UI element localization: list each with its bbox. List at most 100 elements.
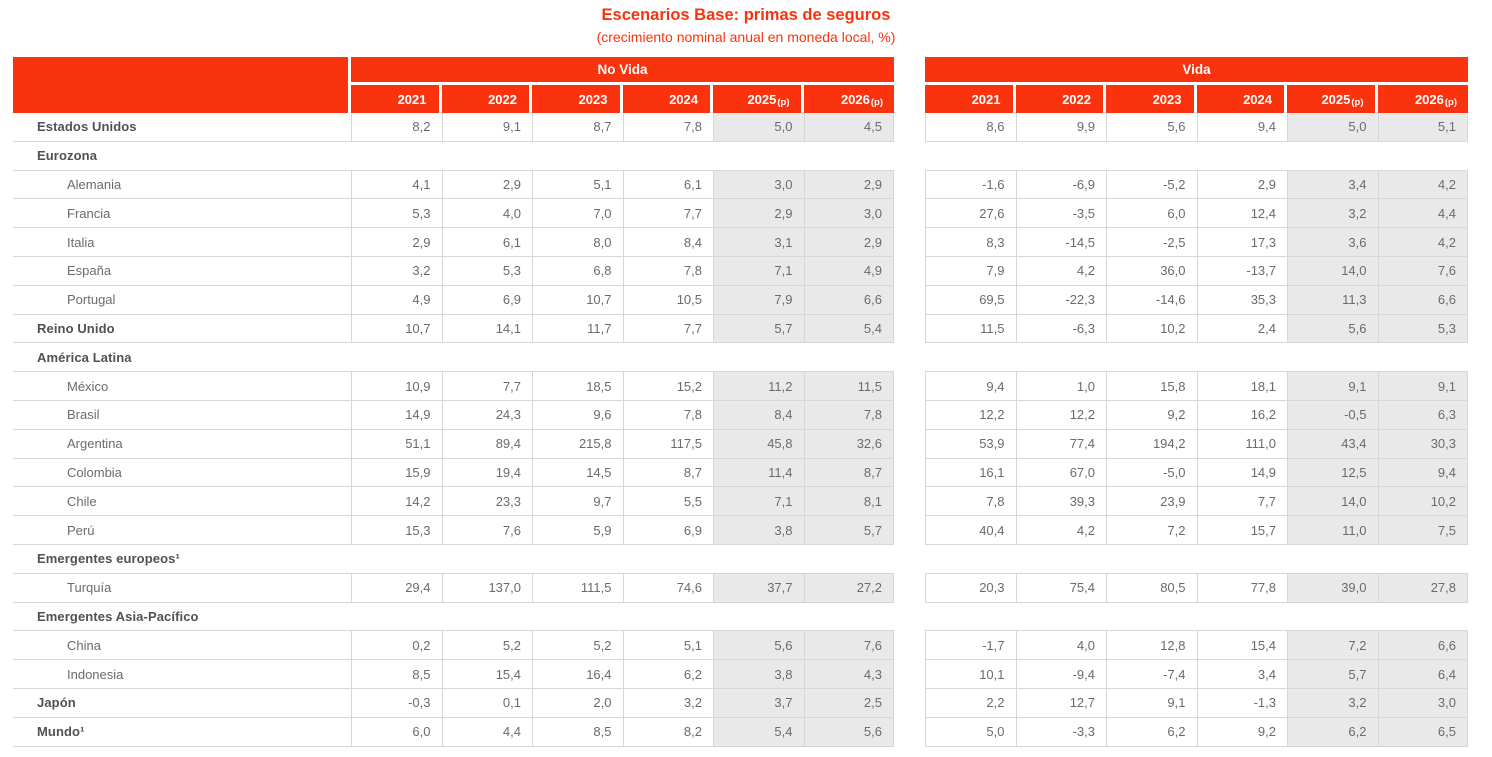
- value-cell: 35,3: [1196, 285, 1287, 315]
- value-cell: 7,8: [803, 400, 894, 430]
- value-cell: 7,7: [622, 199, 713, 229]
- section-row-span: [351, 603, 894, 632]
- value-cell: 7,8: [622, 113, 713, 142]
- value-cell: 5,6: [803, 717, 894, 747]
- value-cell: 9,1: [1106, 688, 1197, 718]
- year-header: 2025 (p): [1287, 85, 1378, 113]
- value-cell: 215,8: [532, 429, 623, 459]
- value-cell: 15,4: [441, 660, 532, 689]
- value-cell: 6,4: [1377, 660, 1468, 689]
- value-cell: 16,4: [532, 660, 623, 689]
- value-cell: -0,3: [351, 688, 442, 718]
- year-label: 2026: [1414, 91, 1444, 107]
- row-label: Portugal: [13, 286, 351, 315]
- value-cell: 14,5: [532, 458, 623, 488]
- value-cell: 89,4: [441, 429, 532, 459]
- value-cell: 9,2: [1106, 400, 1197, 430]
- value-cell: 15,9: [351, 458, 442, 488]
- value-cell: -22,3: [1015, 285, 1106, 315]
- value-cell: 4,5: [803, 113, 894, 142]
- value-cell: 8,5: [351, 660, 442, 689]
- value-cell: 5,0: [925, 717, 1016, 747]
- value-cell: 111,5: [532, 573, 623, 603]
- value-cell: 7,7: [441, 372, 532, 401]
- value-cell: 10,2: [1106, 314, 1197, 344]
- value-cell: 2,5: [803, 688, 894, 718]
- value-cell: 14,9: [1196, 458, 1287, 488]
- projection-suffix: (p): [870, 96, 883, 108]
- value-cell: 27,2: [803, 573, 894, 603]
- value-cell: 2,9: [803, 228, 894, 257]
- value-cell: 5,5: [622, 487, 713, 517]
- value-cell: 17,3: [1196, 228, 1287, 257]
- value-cell: 5,9: [532, 516, 623, 545]
- value-cell: 69,5: [925, 285, 1016, 315]
- value-cell: 5,4: [713, 717, 804, 747]
- value-cell: 14,0: [1287, 256, 1378, 286]
- value-cell: -2,5: [1106, 228, 1197, 257]
- value-cell: 36,0: [1106, 256, 1197, 286]
- value-cell: 74,6: [622, 573, 713, 603]
- value-cell: 2,9: [803, 170, 894, 200]
- value-cell: 5,0: [1287, 113, 1378, 142]
- value-cell: 11,3: [1287, 285, 1378, 315]
- value-cell: 7,0: [532, 199, 623, 229]
- value-cell: 6,6: [1377, 631, 1468, 661]
- value-cell: -7,4: [1106, 660, 1197, 689]
- value-cell: 5,6: [1287, 314, 1378, 344]
- value-cell: -1,6: [925, 170, 1016, 200]
- row-label: Perú: [13, 516, 351, 545]
- value-cell: 3,4: [1196, 660, 1287, 689]
- value-cell: 12,5: [1287, 458, 1378, 488]
- value-cell: 5,7: [713, 314, 804, 344]
- value-cell: 10,9: [351, 372, 442, 401]
- year-header: 2023: [532, 85, 623, 113]
- value-cell: 6,6: [1377, 285, 1468, 315]
- value-cell: 7,7: [622, 314, 713, 344]
- table-corner-cell: [13, 57, 351, 113]
- value-cell: 6,9: [622, 516, 713, 545]
- value-cell: 67,0: [1015, 458, 1106, 488]
- value-cell: -14,6: [1106, 285, 1197, 315]
- value-cell: 15,2: [622, 372, 713, 401]
- column-group-header-vida: Vida: [925, 57, 1468, 85]
- value-cell: 9,4: [1196, 113, 1287, 142]
- value-cell: 9,2: [1196, 717, 1287, 747]
- row-label: Colombia: [13, 459, 351, 488]
- value-cell: 3,8: [713, 660, 804, 689]
- year-header: 2023: [1106, 85, 1197, 113]
- year-header: 2026 (p): [1377, 85, 1468, 113]
- value-cell: 4,1: [351, 170, 442, 200]
- year-label: 2025: [747, 91, 777, 107]
- value-cell: 6,0: [1106, 199, 1197, 229]
- value-cell: 6,2: [1106, 717, 1197, 747]
- year-label: 2023: [578, 91, 608, 107]
- row-label: Italia: [13, 228, 351, 257]
- row-label: España: [13, 257, 351, 286]
- value-cell: 3,0: [1377, 688, 1468, 718]
- value-cell: 8,7: [803, 458, 894, 488]
- value-cell: 6,2: [1287, 717, 1378, 747]
- value-cell: 15,3: [351, 516, 442, 545]
- value-cell: 8,0: [532, 228, 623, 257]
- value-cell: 20,3: [925, 573, 1016, 603]
- value-cell: -13,7: [1196, 256, 1287, 286]
- value-cell: 4,2: [1377, 170, 1468, 200]
- value-cell: 4,0: [1015, 631, 1106, 661]
- value-cell: 7,7: [1196, 487, 1287, 517]
- value-cell: 4,0: [441, 199, 532, 229]
- value-cell: 1,0: [1015, 372, 1106, 401]
- value-cell: 9,9: [1015, 113, 1106, 142]
- section-row-span: [351, 142, 894, 171]
- value-cell: 8,7: [532, 113, 623, 142]
- value-cell: 18,5: [532, 372, 623, 401]
- value-cell: 8,3: [925, 228, 1016, 257]
- value-cell: 6,1: [441, 228, 532, 257]
- value-cell: 7,9: [925, 256, 1016, 286]
- value-cell: 4,2: [1015, 516, 1106, 545]
- value-cell: 77,8: [1196, 573, 1287, 603]
- section-row-label: Eurozona: [13, 142, 351, 171]
- section-row-span: [351, 545, 894, 574]
- year-header: 2022: [1015, 85, 1106, 113]
